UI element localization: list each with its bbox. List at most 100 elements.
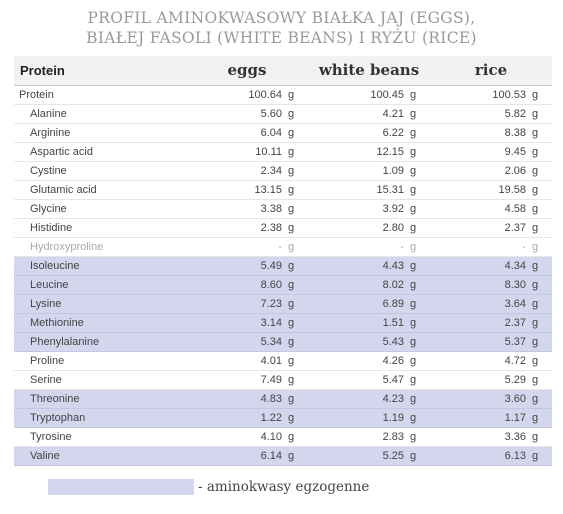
title-line-2: BIAŁEJ FASOLI (WHITE BEANS) I RYŻU (RICE… [86,29,477,47]
white-beans-unit: g [410,221,417,234]
amino-acid-name: Leucine [30,278,69,291]
rice-value: 2.37 [504,316,526,329]
white-beans-value: 6.22 [382,126,404,139]
eggs-value: 5.49 [260,259,282,272]
chart-title: PROFIL AMINOKWASOWY BIAŁKA JAJ (EGGS), B… [0,8,563,48]
eggs-value: 4.01 [260,354,282,367]
white-beans-unit: g [410,373,417,386]
table-row: Lysine 7.23 g 6.89 g 3.64 g [14,294,552,313]
rice-value: 5.29 [504,373,526,386]
white-beans-unit: g [410,107,417,120]
table-row: Valine 6.14 g 5.25 g 6.13 g [14,446,552,465]
eggs-value: 3.38 [260,202,282,215]
eggs-unit: g [288,354,295,367]
table-row: Leucine 8.60 g 8.02 g 8.30 g [14,275,552,294]
legend-swatch [48,479,194,495]
eggs-unit: g [288,449,295,462]
white-beans-value: 4.23 [382,392,404,405]
header-eggs: eggs [186,56,308,86]
white-beans-unit: g [410,335,417,348]
amino-acid-name: Aspartic acid [30,145,93,158]
amino-acid-name: Proline [30,354,65,367]
amino-acid-name: Tryptophan [30,411,86,424]
eggs-value: 3.14 [260,316,282,329]
eggs-unit: g [288,278,295,291]
white-beans-value: 4.21 [382,107,404,120]
eggs-value: 5.60 [260,107,282,120]
eggs-unit: g [288,411,295,424]
white-beans-unit: g [410,126,417,139]
rice-value: 3.64 [504,297,526,310]
table-row: Glutamic acid 13.15 g 15.31 g 19.58 g [14,180,552,199]
eggs-unit: g [288,297,295,310]
eggs-value: 7.49 [260,373,282,386]
amino-acid-name: Methionine [30,316,84,329]
eggs-unit: g [288,335,295,348]
eggs-value: 4.83 [260,392,282,405]
table-row: Methionine 3.14 g 1.51 g 2.37 g [14,313,552,332]
eggs-value: 7.23 [260,297,282,310]
eggs-unit: g [288,221,295,234]
amino-acid-name: Protein [19,88,54,101]
rice-unit: g [532,373,539,386]
white-beans-value: 5.25 [382,449,404,462]
rice-unit: g [532,430,539,443]
eggs-value: 10.11 [255,145,282,158]
white-beans-value: 6.89 [382,297,404,310]
white-beans-unit: g [410,278,417,291]
table-row: Aspartic acid 10.11 g 12.15 g 9.45 g [14,142,552,161]
table-row: Protein 100.64 g 100.45 g 100.53 g [14,85,552,104]
rice-value: 8.38 [504,126,526,139]
rice-unit: g [532,126,539,139]
amino-acid-name: Serine [30,373,62,386]
rice-value: 4.72 [504,354,526,367]
eggs-value: 6.14 [260,449,282,462]
eggs-unit: g [288,202,295,215]
rice-value: 9.45 [504,145,526,158]
white-beans-value: 1.09 [382,164,404,177]
eggs-unit: g [288,183,295,196]
white-beans-value: 8.02 [382,278,404,291]
white-beans-unit: g [410,183,417,196]
white-beans-unit: g [410,392,417,405]
eggs-unit: g [288,430,295,443]
table-body: Protein 100.64 g 100.45 g 100.53 g Alanine 5.60 g… [14,85,552,465]
rice-unit: g [532,297,539,310]
amino-acid-name: Phenylalanine [30,335,100,348]
rice-value: 1.17 [504,411,526,424]
eggs-value: 13.15 [254,183,282,196]
legend-label: - aminokwasy egzogenne [198,479,370,495]
eggs-unit: g [288,373,295,386]
amino-acid-name: Isoleucine [30,259,80,272]
eggs-value: - [278,240,282,253]
rice-unit: g [532,411,539,424]
eggs-value: 8.60 [260,278,282,291]
header-white-beans: white beans [308,56,430,86]
white-beans-unit: g [410,449,417,462]
amino-acid-name: Arginine [30,126,71,139]
eggs-unit: g [288,126,295,139]
rice-value: 5.82 [504,107,526,120]
white-beans-unit: g [410,88,417,101]
table-header-row: Protein eggs white beans rice [14,56,552,86]
rice-value: 3.60 [504,392,526,405]
rice-value: 3.36 [504,430,526,443]
white-beans-unit: g [410,145,417,158]
eggs-unit: g [288,107,295,120]
eggs-unit: g [288,316,295,329]
white-beans-value: 5.43 [382,335,404,348]
white-beans-value: 15.31 [376,183,404,196]
rice-value: 6.13 [504,449,526,462]
rice-unit: g [532,240,539,253]
rice-value: 4.58 [504,202,526,215]
amino-acid-name: Alanine [30,107,67,120]
white-beans-value: 100.45 [370,88,404,101]
rice-value: 2.06 [504,164,526,177]
amino-acid-name: Hydroxyproline [30,240,104,253]
white-beans-value: 2.80 [382,221,404,234]
title-line-1: PROFIL AMINOKWASOWY BIAŁKA JAJ (EGGS), [87,9,476,27]
white-beans-unit: g [410,164,417,177]
eggs-value: 100.64 [248,88,282,101]
white-beans-unit: g [410,354,417,367]
white-beans-unit: g [410,411,417,424]
